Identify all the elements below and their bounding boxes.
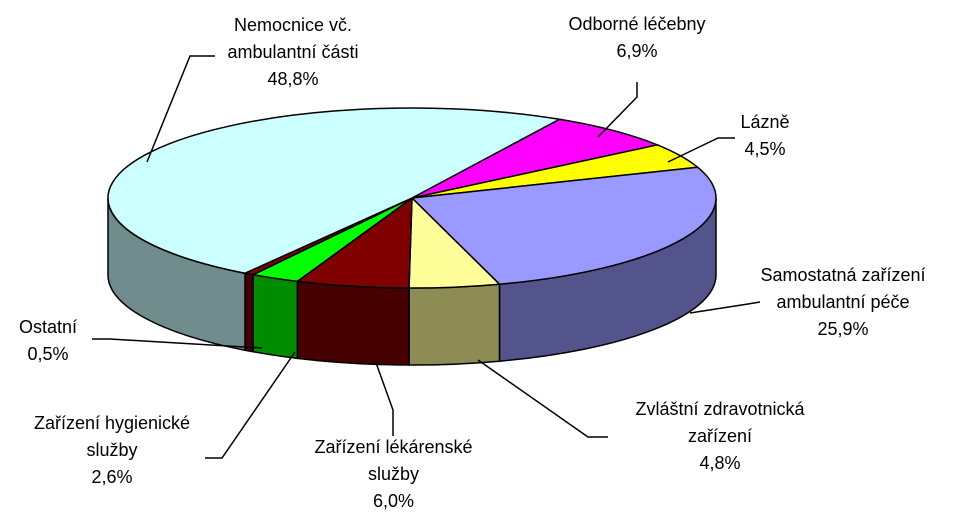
leader-line — [597, 82, 638, 138]
slice — [411, 118, 660, 199]
leader-line — [205, 351, 296, 459]
label-name: Zařízení lékárenské služby — [314, 437, 473, 484]
label-value: 6,0% — [372, 491, 415, 511]
slice — [410, 166, 717, 285]
leader-line — [146, 55, 215, 163]
slice-label: Zařízení hygienické služby 2,6% — [32, 410, 192, 491]
slice-side — [252, 273, 299, 360]
label-value: 4,8% — [699, 453, 741, 473]
label-name: Samostatná zařízení ambulantní péče — [760, 265, 926, 312]
leader-line — [92, 338, 263, 349]
label-name: Ostatní — [18, 317, 78, 337]
slice-label: Lázně 4,5% — [715, 109, 815, 163]
slice-side — [408, 283, 501, 366]
slice-tops — [107, 107, 717, 289]
slice-label: Ostatní 0,5% — [0, 314, 96, 368]
slice-side — [296, 280, 410, 366]
leader-line — [689, 301, 761, 314]
label-value: 6,9% — [616, 41, 658, 61]
slice-label: Odborné léčebny 6,9% — [537, 11, 737, 65]
slice-label: Samostatná zařízení ambulantní péče 25,9% — [753, 262, 933, 343]
label-value: 48,8% — [267, 69, 319, 89]
slice-label: Zvláštní zdravotnická zařízení 4,8% — [620, 396, 820, 477]
label-name: Zařízení hygienické služby — [33, 413, 191, 460]
label-value: 2,6% — [91, 467, 133, 487]
label-name: Nemocnice vč. ambulantní části — [227, 15, 359, 62]
label-value: 25,9% — [817, 319, 869, 339]
leader-line — [667, 137, 735, 163]
slice-sides — [107, 197, 717, 366]
label-value: 0,5% — [27, 344, 69, 364]
leader-line — [477, 359, 608, 438]
label-name: Odborné léčebny — [568, 14, 706, 34]
slice-label: Zařízení lékárenské služby 6,0% — [306, 434, 481, 515]
label-value: 4,5% — [744, 139, 786, 159]
leader-line — [374, 359, 394, 436]
label-name: Zvláštní zdravotnická zařízení — [635, 399, 805, 446]
label-name: Lázně — [740, 112, 790, 132]
pie — [107, 107, 717, 366]
slice-side — [244, 272, 254, 353]
slice-label: Nemocnice vč. ambulantní části 48,8% — [208, 12, 378, 93]
